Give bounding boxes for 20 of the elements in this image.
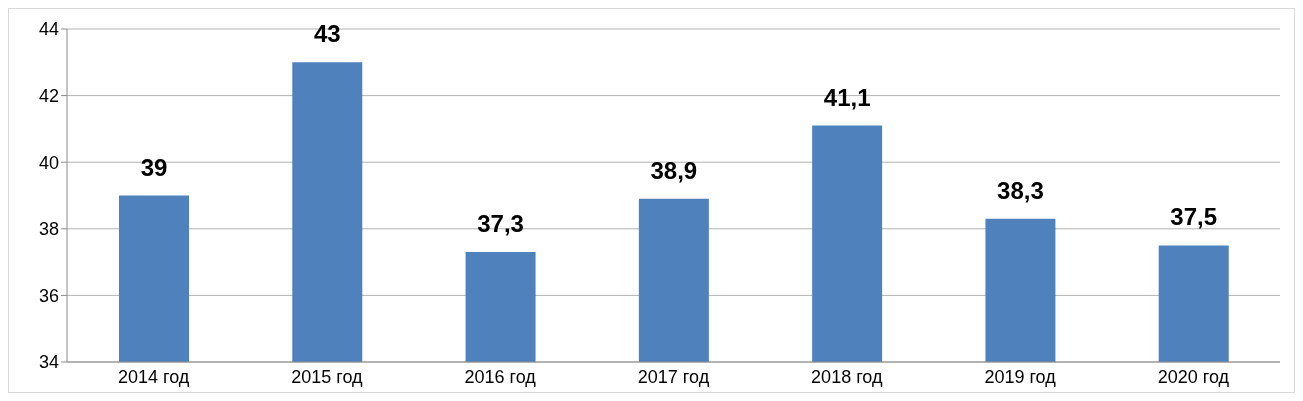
data-label: 38,3: [997, 176, 1044, 204]
data-label: 41,1: [823, 83, 871, 111]
y-tick-label: 42: [38, 85, 59, 106]
y-tick-label: 36: [38, 285, 59, 306]
x-tick-label: 2014 год: [117, 366, 190, 387]
data-label: 37,3: [477, 210, 524, 238]
data-label: 39: [140, 153, 168, 181]
x-tick-label: 2019 год: [984, 366, 1057, 387]
y-tick-label: 44: [38, 19, 59, 40]
y-tick-label: 40: [38, 152, 59, 173]
x-tick-label: 2020 год: [1157, 366, 1230, 387]
x-tick-label: 2016 год: [464, 366, 537, 387]
x-tick-label: 2018 год: [811, 366, 883, 387]
y-tick-label: 34: [38, 352, 59, 373]
y-tick-label: 38: [38, 219, 59, 240]
data-label: 43: [313, 20, 341, 48]
x-tick-label: 2015 год: [291, 366, 364, 387]
data-label: 37,5: [1170, 203, 1218, 231]
x-tick-label: 2017 год: [637, 366, 710, 387]
data-label: 38,9: [650, 156, 698, 184]
